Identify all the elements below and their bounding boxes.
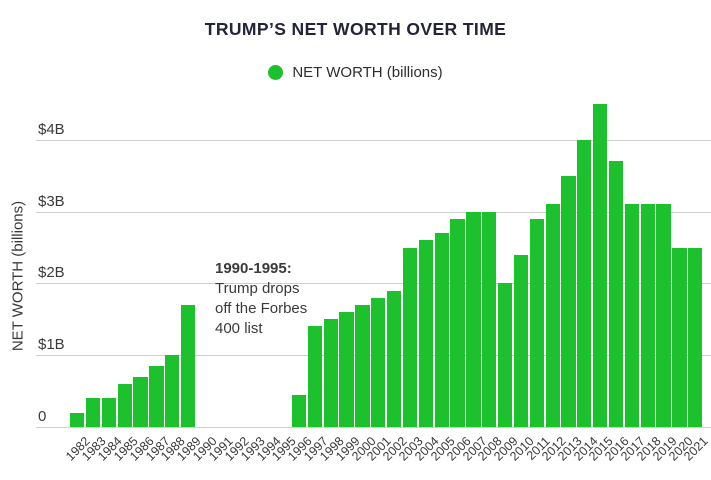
bar-2010	[513, 254, 529, 427]
annotation-heading: 1990-1995:	[215, 260, 292, 277]
y-tick-label: $4B	[38, 120, 65, 138]
bar-2011	[529, 218, 544, 427]
annotation: 1990-1995: Trump drops off the Forbes 40…	[215, 259, 307, 339]
bar-2003	[402, 247, 418, 427]
annotation-line: Trump drops	[215, 280, 300, 297]
bar-2002	[387, 290, 402, 427]
bar-1988	[165, 355, 180, 427]
legend-label: NET WORTH (billions)	[292, 64, 443, 81]
bar-1996	[291, 394, 307, 427]
bar-2017	[624, 204, 640, 427]
bar-2015	[593, 103, 608, 427]
bar-2012	[545, 204, 560, 427]
bar-1983	[85, 398, 101, 427]
gridline-0	[36, 427, 711, 428]
gridline-4b	[36, 139, 711, 141]
bar-1982	[70, 412, 85, 427]
bar-1986	[133, 376, 148, 427]
y-tick-label: $3B	[38, 192, 65, 210]
bar-2009	[497, 283, 513, 427]
chart-title: TRUMP’S NET WORTH OVER TIME	[204, 19, 507, 39]
bar-2014	[577, 139, 592, 427]
bar-1985	[117, 383, 132, 427]
bar-2020	[672, 247, 687, 427]
bar-2021	[688, 247, 703, 427]
annotation-line: off the Forbes	[215, 300, 308, 317]
y-tick-label: 0	[38, 408, 47, 425]
bar-2007	[466, 211, 481, 427]
legend-marker-icon	[268, 65, 284, 80]
bar-1987	[149, 365, 164, 427]
bar-2013	[561, 175, 576, 427]
gridline-2b	[36, 283, 711, 285]
bar-1999	[339, 312, 354, 427]
bar-1997	[307, 326, 323, 427]
bar-2000	[355, 304, 370, 427]
bar-2008	[482, 211, 497, 427]
bar-2016	[608, 161, 624, 427]
bar-2006	[450, 218, 465, 427]
bar-1984	[101, 398, 116, 427]
y-tick-label: $2B	[38, 264, 65, 282]
annotation-line: 400 list	[215, 320, 263, 337]
bar-1998	[323, 319, 338, 427]
gridline-3b	[36, 211, 711, 213]
bar-2019	[656, 204, 671, 427]
bar-2018	[640, 204, 655, 427]
legend: NET WORTH (billions)	[0, 64, 711, 81]
bar-2004	[418, 240, 433, 427]
bar-1989	[180, 304, 196, 427]
y-tick-label: $1B	[38, 336, 65, 354]
y-axis-title-text: NET WORTH (billions)	[9, 200, 27, 352]
bar-2005	[434, 233, 449, 427]
bar-2001	[371, 297, 386, 427]
